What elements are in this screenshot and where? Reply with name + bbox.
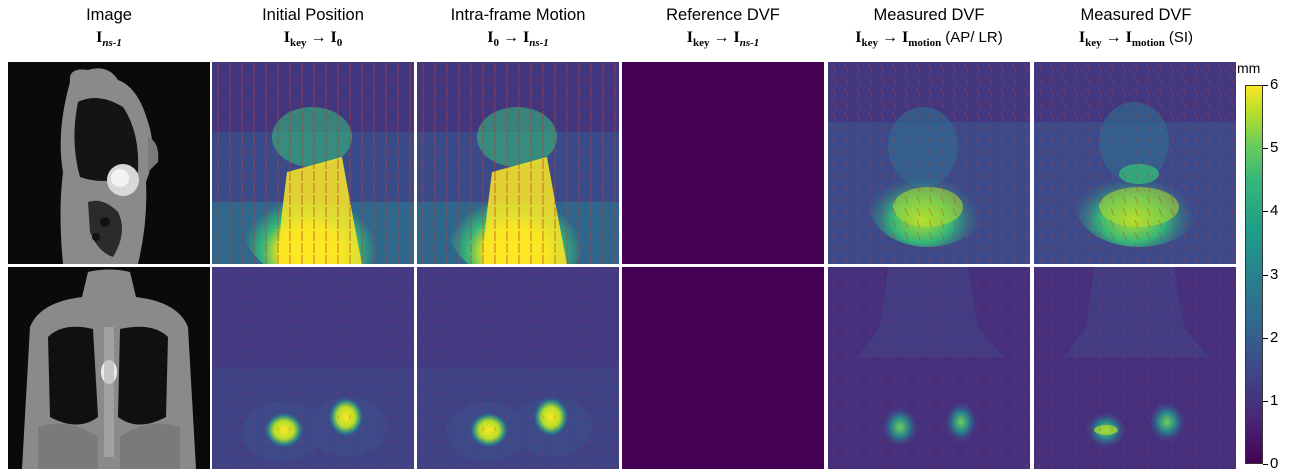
colorbar-tick-label: 4	[1270, 202, 1279, 220]
dvf-panel-measured-ap-lr-coronal	[828, 267, 1030, 469]
colorbar	[1245, 85, 1263, 464]
dvf-panel-initial-position-coronal	[212, 267, 414, 469]
colorbar-tick-mark	[1263, 274, 1268, 276]
colorbar-tick-mark	[1263, 148, 1268, 150]
col-header-intra-frame-motion: Intra-frame Motion I0 → Ins-1	[417, 4, 619, 50]
col-header-initial-position: Initial Position Ikey → I0	[212, 4, 414, 50]
dvf-panel-measured-ap-lr-sagittal	[828, 62, 1030, 264]
colorbar-tick-label: 1	[1270, 391, 1279, 409]
colorbar-tick-label: 2	[1270, 328, 1279, 346]
colorbar-tick-label: 5	[1270, 139, 1279, 157]
dvf-panel-intra-frame-motion-sagittal	[417, 62, 619, 264]
ct-sagittal-image	[8, 62, 210, 264]
colorbar-tick-mark	[1263, 85, 1268, 86]
dvf-panel-initial-position-sagittal	[212, 62, 414, 264]
col-header-image: Image Ins-1	[8, 4, 210, 50]
colorbar-tick-label: 3	[1270, 265, 1279, 283]
colorbar-tick-label: 0	[1270, 455, 1279, 472]
column-title: Initial Position	[262, 6, 364, 24]
column-subtitle: Ikey → Imotion (SI)	[1078, 29, 1194, 50]
col-header-measured-dvf-ap-lr: Measured DVF Ikey → Imotion (AP/ LR)	[818, 4, 1040, 50]
dvf-panel-reference-sagittal	[622, 62, 824, 264]
dvf-panel-intra-frame-motion-coronal	[417, 267, 619, 469]
colorbar-tick-mark	[1263, 400, 1268, 402]
colorbar-tick-mark	[1263, 337, 1268, 339]
dvf-panel-measured-si-sagittal	[1034, 62, 1236, 264]
column-subtitle: Ins-1	[96, 29, 122, 50]
ct-coronal-image	[8, 267, 210, 469]
column-title: Measured DVF	[1080, 6, 1192, 24]
column-subtitle: Ikey → Ins-1	[686, 29, 760, 50]
dvf-panel-reference-coronal	[622, 267, 824, 469]
colorbar-unit-label: mm	[1237, 60, 1261, 76]
colorbar-tick-mark	[1263, 211, 1268, 213]
column-subtitle: Ikey → I0	[283, 29, 343, 50]
column-title: Measured DVF	[873, 6, 985, 24]
column-title: Intra-frame Motion	[450, 6, 586, 24]
col-header-reference-dvf: Reference DVF Ikey → Ins-1	[622, 4, 824, 50]
dvf-panel-measured-si-coronal	[1034, 267, 1236, 469]
column-subtitle: Ikey → Imotion (AP/ LR)	[855, 29, 1003, 50]
col-header-measured-dvf-si: Measured DVF Ikey → Imotion (SI)	[1030, 4, 1242, 50]
colorbar-tick-label: 6	[1270, 76, 1279, 93]
colorbar-tick-mark	[1263, 464, 1268, 465]
column-title: Reference DVF	[666, 6, 780, 24]
column-title: Image	[86, 6, 132, 24]
column-subtitle: I0 → Ins-1	[487, 29, 549, 50]
